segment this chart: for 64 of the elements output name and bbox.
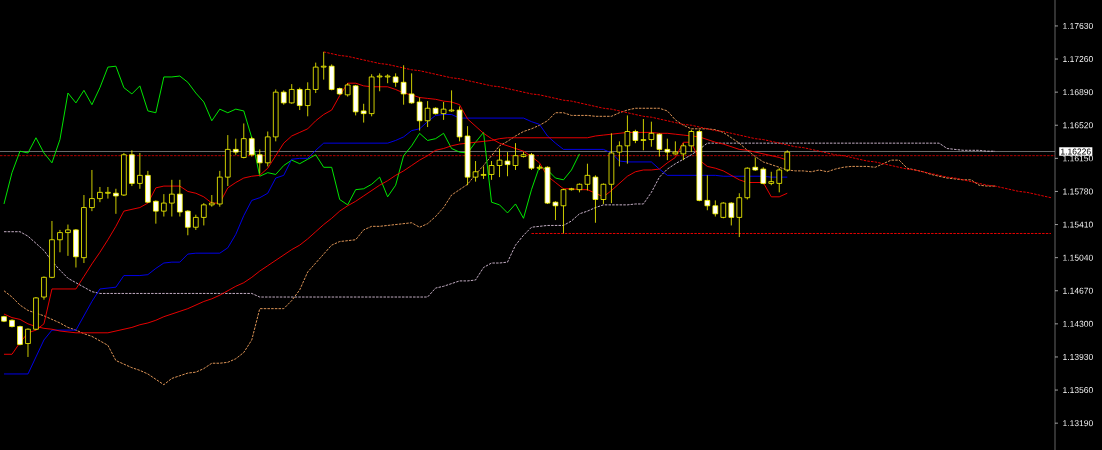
candlestick xyxy=(592,174,599,224)
candlestick xyxy=(161,193,167,217)
candlestick xyxy=(25,327,31,358)
y-tick-label: 1.15780 xyxy=(1063,188,1093,195)
candlestick xyxy=(113,188,119,215)
y-tick-label: 1.16890 xyxy=(1063,89,1093,96)
candlestick xyxy=(177,179,183,217)
candlestick xyxy=(704,174,711,211)
candlestick xyxy=(624,115,631,165)
y-tick-label: 1.16520 xyxy=(1063,122,1093,129)
candlestick xyxy=(752,157,759,172)
candlestick xyxy=(400,64,407,106)
candlestick xyxy=(688,129,695,153)
candlestick xyxy=(248,136,255,157)
candlestick xyxy=(137,152,143,190)
candlestick xyxy=(296,87,303,111)
candlestick xyxy=(656,132,663,157)
candlestick xyxy=(328,64,335,91)
candlestick xyxy=(448,89,455,113)
candlestick xyxy=(312,62,319,94)
candlestick xyxy=(41,276,47,301)
y-tick-label: 1.15040 xyxy=(1063,254,1093,261)
candlestick xyxy=(376,72,383,92)
candlestick xyxy=(89,169,95,212)
candlestick xyxy=(408,72,415,105)
candlestick xyxy=(640,118,647,151)
line-series xyxy=(3,65,580,219)
candlestick xyxy=(240,123,247,159)
candlestick xyxy=(736,192,743,238)
candlestick xyxy=(600,183,607,205)
y-tick-label: 1.13190 xyxy=(1063,420,1093,427)
candlestick xyxy=(360,103,367,123)
y-tick-label: 1.15410 xyxy=(1063,221,1093,228)
candlestick xyxy=(169,179,175,217)
candlestick xyxy=(672,140,679,156)
candlestick xyxy=(65,224,71,257)
candlestick xyxy=(728,201,735,226)
y-tick-label: 1.16150 xyxy=(1063,155,1093,162)
candlestick xyxy=(232,138,239,156)
candlestick xyxy=(776,167,783,193)
candlestick xyxy=(424,100,431,128)
y-tick-label: 1.17260 xyxy=(1063,56,1093,63)
candlestick xyxy=(304,81,311,117)
candlestick xyxy=(57,229,63,253)
candlestick xyxy=(648,121,655,148)
candlestick xyxy=(768,171,775,186)
y-tick-label: 1.14300 xyxy=(1063,320,1093,327)
y-tick-label: 1.13930 xyxy=(1063,353,1093,360)
candlestick xyxy=(664,138,671,161)
candlestick xyxy=(201,202,207,226)
candlestick xyxy=(616,140,623,167)
candlestick xyxy=(288,83,295,105)
candlestick xyxy=(784,149,791,173)
candlestick xyxy=(185,209,191,236)
candlestick xyxy=(97,186,103,203)
candlestick xyxy=(320,51,327,81)
candlestick xyxy=(153,199,159,225)
y-tick-label: 1.17630 xyxy=(1063,22,1093,29)
candlestick xyxy=(416,97,423,132)
y-tick-label: 1.13560 xyxy=(1063,387,1093,394)
candlestick xyxy=(105,186,111,200)
y-tick-label: 1.14670 xyxy=(1063,287,1093,294)
candlestick xyxy=(256,149,263,174)
ref-line-label: 1.16226 xyxy=(1061,148,1091,155)
